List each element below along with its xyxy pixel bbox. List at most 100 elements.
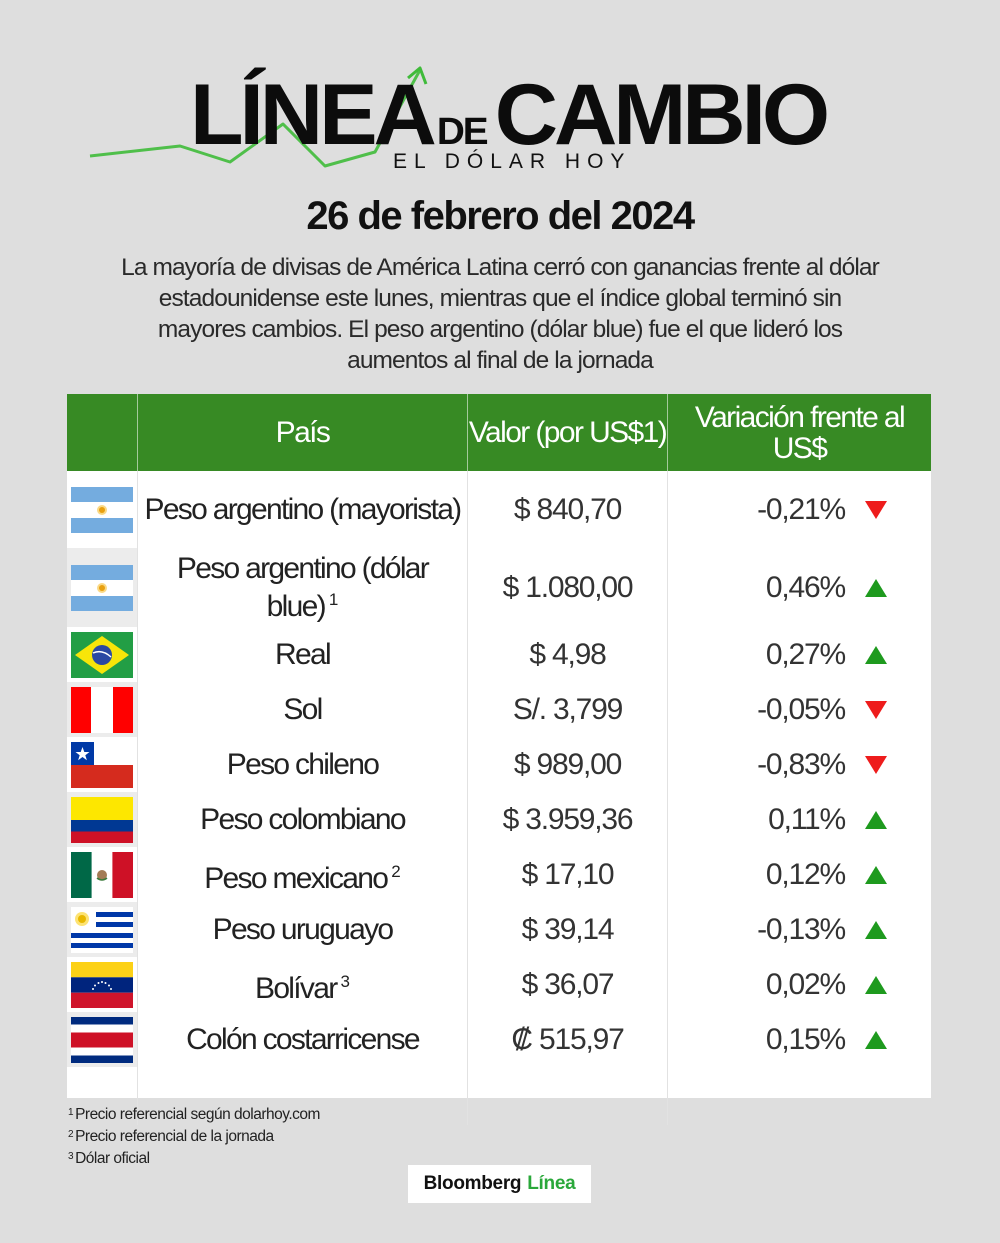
arrow-down-icon [865, 500, 887, 519]
flag-cell [67, 548, 138, 627]
colombia-flag-icon [71, 796, 133, 843]
exchange-value: $ 3.959,36 [468, 792, 668, 847]
flag-cell [67, 471, 138, 548]
logo-title: LÍNEA DECAMBIO [190, 67, 830, 163]
variation-cell: 0,27% [668, 627, 931, 682]
flag-cell [67, 957, 138, 1012]
exchange-value: $ 36,07 [468, 957, 668, 1012]
country-currency-name: Peso argentino (mayorista) [138, 471, 468, 548]
uruguay-flag-icon [71, 906, 133, 953]
flag-cell [67, 737, 138, 792]
footnote-2: 2 Precio referencial de la jornada [68, 1128, 274, 1145]
footnote-3: 3 Dólar oficial [68, 1150, 150, 1167]
column-header-country: País [138, 394, 468, 471]
variation-percent: 0,27% [765, 637, 846, 671]
mexico-flag-icon [71, 851, 133, 898]
country-currency-name: Peso colombiano [138, 792, 468, 847]
chile-flag-icon [71, 741, 133, 788]
footnote-marker: 1 [328, 590, 339, 609]
country-currency-name: Peso uruguayo [138, 902, 468, 957]
footnote-marker: 3 [340, 971, 350, 991]
variation-percent: 0,02% [765, 967, 846, 1001]
table-row: Peso argentino (mayorista) $ 840,70 -0,21% [67, 471, 931, 548]
variation-cell: 0,15% [668, 1012, 931, 1067]
argentina-flag-icon [71, 564, 133, 611]
column-header-value: Valor (por US$1) [468, 394, 668, 471]
flag-cell [67, 682, 138, 737]
footnotes: 1 Precio referencial según dolarhoy.com 2… [68, 1103, 320, 1169]
variation-cell: -0,83% [668, 737, 931, 792]
table-row: Colón costarricense ₡ 515,97 0,15% [67, 1012, 931, 1067]
table-row: Peso argentino (dólar blue) 1 $ 1.080,00 0,… [67, 548, 931, 627]
country-currency-name: Sol [138, 682, 468, 737]
variation-percent: -0,83% [757, 747, 846, 781]
variation-percent: 0,12% [765, 857, 846, 891]
table-header: País Valor (por US$1) Variación frente a… [67, 394, 931, 471]
country-currency-name: Peso chileno [138, 737, 468, 792]
arrow-up-icon [865, 975, 887, 994]
table-row: Peso mexicano 2 $ 17,10 0,12% [67, 847, 931, 902]
bloomberg-linea-logo: Bloomberg Línea [408, 1165, 591, 1203]
variation-cell: 0,02% [668, 957, 931, 1012]
footnote-marker: 2 [391, 861, 401, 881]
table-row: Sol S/. 3,799 -0,05% [67, 682, 931, 737]
arrow-up-icon [865, 1030, 887, 1049]
variation-cell: 0,46% [668, 548, 931, 627]
variation-percent: 0,11% [768, 802, 846, 836]
variation-percent: -0,05% [757, 692, 846, 726]
argentina-flag-icon [71, 486, 133, 533]
variation-percent: 0,15% [765, 1022, 846, 1056]
column-header-variation: Variación frente al US$ [694, 400, 906, 465]
exchange-rate-table: País Valor (por US$1) Variación frente a… [67, 394, 931, 1125]
variation-cell: -0,21% [668, 471, 931, 548]
brazil-flag-icon [71, 631, 133, 678]
logo-subtitle: EL DÓLAR HOY [393, 150, 632, 173]
country-currency-name: Real [138, 627, 468, 682]
country-currency-name: Colón costarricense [138, 1012, 468, 1067]
summary-text: La mayoría de divisas de América Latina … [121, 254, 880, 374]
variation-percent: -0,21% [757, 492, 846, 526]
arrow-up-icon [865, 865, 887, 884]
arrow-down-icon [865, 755, 887, 774]
country-currency-name: Bolívar 3 [138, 957, 468, 1012]
table-row: Peso uruguayo $ 39,14 -0,13% [67, 902, 931, 957]
flag-cell [67, 902, 138, 957]
table-row: Bolívar 3 $ 36,07 0,02% [67, 957, 931, 1012]
exchange-value: $ 4,98 [468, 627, 668, 682]
flag-cell [67, 627, 138, 682]
flag-cell [67, 847, 138, 902]
exchange-value: S/. 3,799 [468, 682, 668, 737]
page-date: 26 de febrero del 2024 [306, 194, 695, 238]
peru-flag-icon [71, 686, 133, 733]
exchange-value: $ 17,10 [468, 847, 668, 902]
arrow-up-icon [865, 920, 887, 939]
exchange-value: $ 989,00 [468, 737, 668, 792]
country-currency-name: Peso argentino (dólar blue) 1 [138, 548, 468, 627]
table-row: Peso colombiano $ 3.959,36 0,11% [67, 792, 931, 847]
arrow-up-icon [865, 810, 887, 829]
table-body: Peso argentino (mayorista) $ 840,70 -0,21%… [67, 471, 931, 1067]
venezuela-flag-icon [71, 961, 133, 1008]
variation-cell: -0,13% [668, 902, 931, 957]
exchange-value: $ 840,70 [468, 471, 668, 548]
table-row: Peso chileno $ 989,00 -0,83% [67, 737, 931, 792]
table-row: Real $ 4,98 0,27% [67, 627, 931, 682]
arrow-up-icon [865, 645, 887, 664]
column-header-flag [67, 394, 138, 471]
arrow-up-icon [865, 578, 887, 597]
footnote-1: 1 Precio referencial según dolarhoy.com [68, 1106, 320, 1123]
variation-percent: 0,46% [765, 570, 846, 604]
flag-cell [67, 1012, 138, 1067]
variation-percent: -0,13% [757, 912, 846, 946]
exchange-value: $ 39,14 [468, 902, 668, 957]
country-currency-name: Peso mexicano 2 [138, 847, 468, 902]
line-de-cambio-logo: LÍNEA DECAMBIO EL DÓLAR HOY [89, 58, 840, 178]
table-filler [67, 1067, 931, 1125]
variation-cell: 0,12% [668, 847, 931, 902]
variation-cell: 0,11% [668, 792, 931, 847]
costa-rica-flag-icon [71, 1016, 133, 1063]
exchange-value: $ 1.080,00 [468, 548, 668, 627]
flag-cell [67, 792, 138, 847]
variation-cell: -0,05% [668, 682, 931, 737]
arrow-down-icon [865, 700, 887, 719]
